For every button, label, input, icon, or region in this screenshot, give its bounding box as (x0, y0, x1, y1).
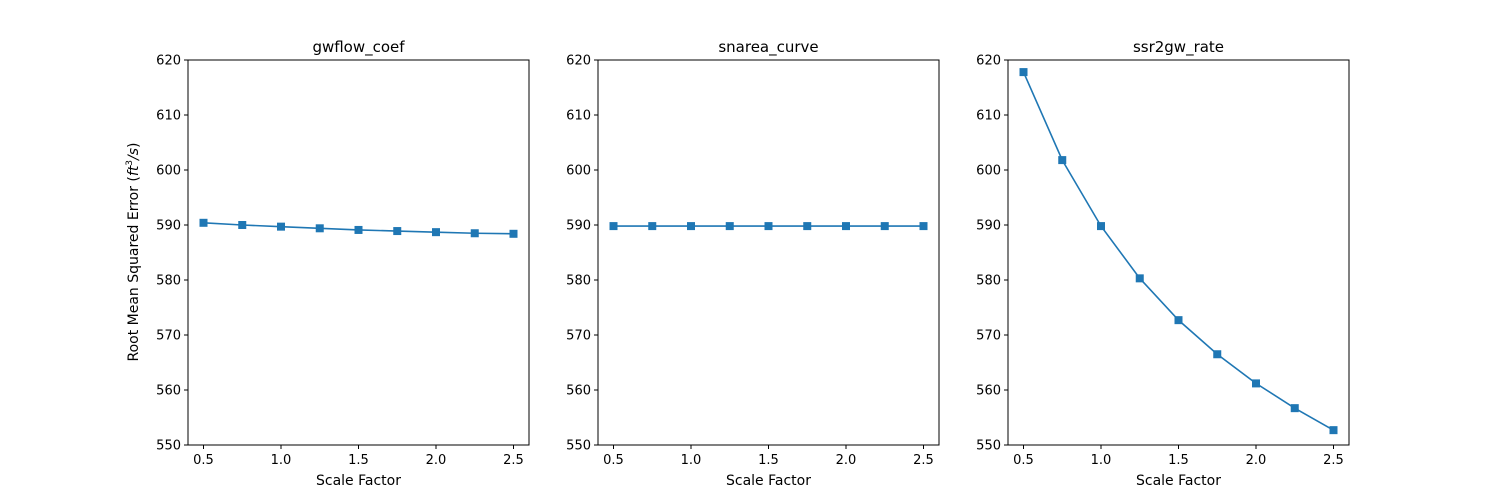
data-point (1252, 379, 1260, 388)
x-tick-label: 1.0 (271, 453, 292, 468)
data-point (199, 218, 208, 227)
x-tick-label: 2.5 (503, 453, 524, 468)
data-point (1135, 274, 1144, 283)
x-axis-label: Scale Factor (726, 473, 811, 489)
x-tick-label: 1.5 (348, 453, 369, 468)
y-tick-label: 580 (566, 274, 591, 289)
y-tick-label: 550 (156, 439, 181, 454)
y-tick-label: 570 (976, 329, 1001, 344)
y-tick-label: 590 (976, 219, 1001, 234)
data-point (1058, 156, 1067, 165)
y-tick-label: 550 (976, 439, 1001, 454)
y-tick-label: 590 (566, 219, 591, 234)
y-tick-label: 550 (566, 439, 591, 454)
y-tick-label: 610 (566, 109, 591, 124)
chart-panel-gwflow_coef: gwflow_coef Scale Factor 550 560 570 580 590 60… (156, 38, 530, 489)
plot-frame (597, 59, 940, 446)
x-tick-label: 0.5 (1013, 453, 1034, 468)
y-tick-label: 560 (566, 384, 591, 399)
data-point (1290, 404, 1299, 413)
plot-frame (187, 59, 530, 446)
panel-title: gwflow_coef (312, 38, 405, 57)
chart-panel-snarea_curve: snarea_curve Scale Factor 550 560 570 580 590 6… (566, 38, 940, 489)
y-tick-label: 610 (156, 109, 181, 124)
x-tick-label: 2.5 (1323, 453, 1344, 468)
y-tick-label: 560 (976, 384, 1001, 399)
x-tick-label: 1.5 (1168, 453, 1189, 468)
y-tick-label: 600 (566, 164, 591, 179)
panel-title: ssr2gw_rate (1133, 38, 1224, 57)
x-axis-label: Scale Factor (1136, 473, 1221, 489)
data-point (1213, 350, 1222, 359)
data-point (687, 222, 695, 231)
x-tick-label: 1.0 (681, 453, 702, 468)
data-point (1019, 68, 1028, 77)
x-tick-label: 1.0 (1091, 453, 1112, 468)
data-point (725, 222, 734, 231)
data-point (803, 222, 812, 231)
data-point (1097, 222, 1105, 231)
x-tick-label: 2.0 (1246, 453, 1267, 468)
data-point (1329, 426, 1338, 435)
plot-frame (1007, 59, 1350, 446)
data-point (315, 224, 324, 233)
data-point (509, 229, 518, 238)
x-tick-label: 2.5 (913, 453, 934, 468)
data-point (277, 222, 285, 231)
y-tick-label: 600 (976, 164, 1001, 179)
data-point (432, 228, 440, 237)
y-tick-label: 570 (566, 329, 591, 344)
x-tick-label: 0.5 (603, 453, 624, 468)
y-tick-label: 590 (156, 219, 181, 234)
data-point (1174, 316, 1183, 325)
data-point (648, 222, 657, 231)
y-axis-label: Root Mean Squared Error (ft3/s) (125, 142, 142, 361)
y-tick-label: 560 (156, 384, 181, 399)
y-tick-label: 610 (976, 109, 1001, 124)
data-point (354, 225, 363, 234)
x-tick-label: 0.5 (193, 453, 214, 468)
panel-title: snarea_curve (718, 38, 818, 57)
data-point (238, 221, 247, 229)
data-point (609, 222, 618, 231)
y-tick-label: 580 (156, 274, 181, 289)
data-point (764, 222, 773, 231)
y-tick-label: 620 (976, 54, 1001, 69)
data-point (919, 222, 928, 231)
data-point (880, 222, 889, 231)
data-point (470, 229, 479, 238)
chart-panel-ssr2gw_rate: ssr2gw_rate Scale Factor 550 560 570 580 590 60… (976, 38, 1350, 489)
x-axis-label: Scale Factor (316, 473, 401, 489)
x-tick-label: 2.0 (836, 453, 857, 468)
data-point (842, 222, 850, 231)
data-point (393, 227, 402, 236)
x-tick-label: 1.5 (758, 453, 779, 468)
x-tick-label: 2.0 (426, 453, 447, 468)
y-tick-label: 620 (156, 54, 181, 69)
y-tick-label: 600 (156, 164, 181, 179)
y-tick-label: 620 (566, 54, 591, 69)
y-tick-label: 570 (156, 329, 181, 344)
y-tick-label: 580 (976, 274, 1001, 289)
